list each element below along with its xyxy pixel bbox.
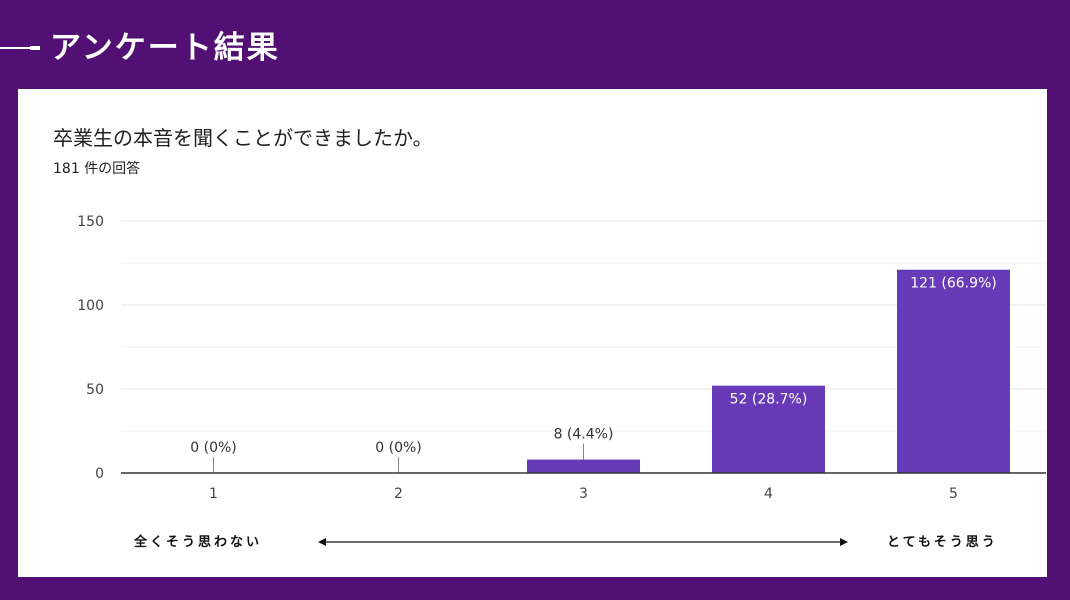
scale-left-label: 全くそう思わない — [134, 535, 263, 550]
data-label: 0 (0%) — [375, 440, 422, 456]
page-title: アンケート結果 — [50, 30, 280, 66]
data-label: 52 (28.7%) — [730, 392, 808, 408]
x-tick-label: 1 — [209, 486, 218, 502]
bar — [897, 269, 1010, 473]
result-card — [18, 89, 1047, 577]
y-tick-label: 0 — [95, 466, 104, 482]
y-tick-label: 50 — [86, 382, 104, 398]
x-tick-label: 5 — [949, 486, 958, 502]
x-tick-label: 2 — [394, 486, 403, 502]
data-label: 121 (66.9%) — [910, 276, 997, 292]
bar — [712, 385, 825, 473]
title-decoration-dash — [30, 46, 40, 50]
x-tick-label: 3 — [579, 486, 588, 502]
x-tick-label: 4 — [764, 486, 773, 502]
data-label: 0 (0%) — [190, 440, 237, 456]
y-tick-label: 100 — [77, 298, 104, 314]
y-tick-label: 150 — [77, 214, 104, 230]
title-decoration-line — [0, 47, 34, 49]
data-label: 8 (4.4%) — [554, 427, 614, 443]
scale-right-label: とてもそう思う — [887, 535, 998, 550]
bar — [527, 459, 640, 473]
question-title: 卒業生の本音を聞くことができましたか。 — [53, 126, 433, 150]
arrow-left-icon — [318, 538, 326, 546]
response-count: 181 件の回答 — [53, 161, 141, 177]
arrow-right-icon — [840, 538, 848, 546]
